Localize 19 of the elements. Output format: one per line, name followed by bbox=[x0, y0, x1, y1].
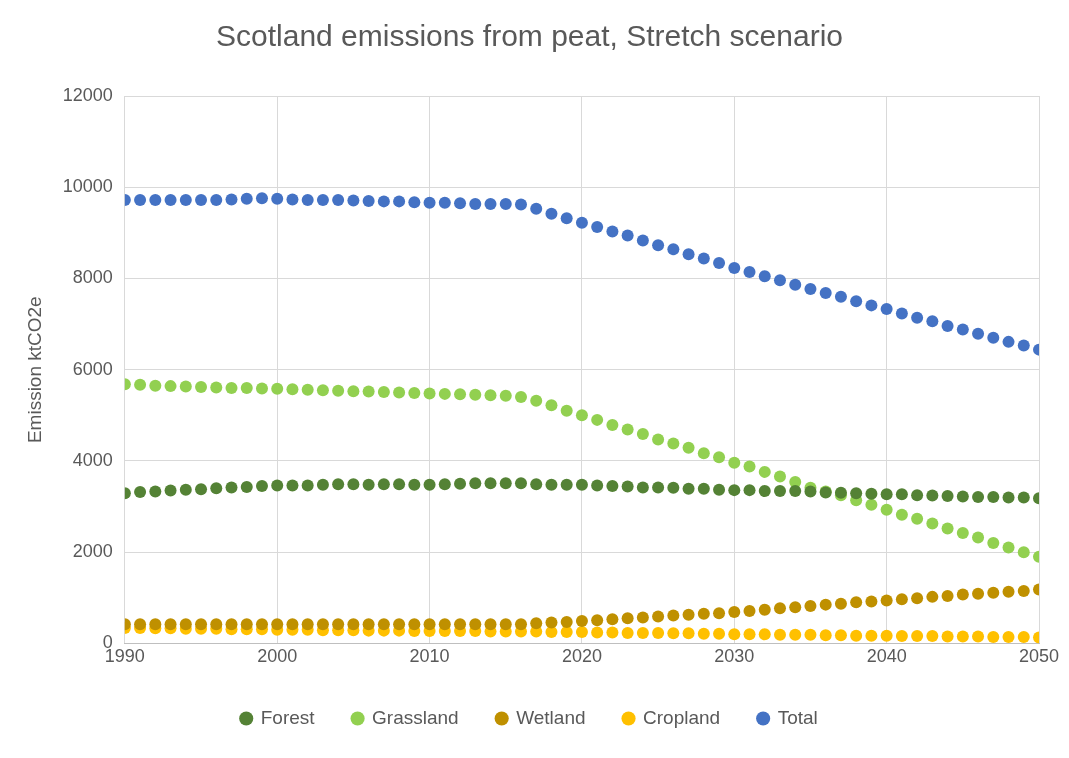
x-tick-label: 2050 bbox=[1018, 646, 1060, 667]
x-tick-label: 2020 bbox=[561, 646, 602, 667]
y-tick-label: 2000 bbox=[72, 541, 113, 562]
y-tick-label: 6000 bbox=[72, 358, 113, 379]
legend-label: Grassland bbox=[372, 706, 459, 728]
legend-label: Wetland bbox=[516, 706, 586, 728]
y-tick-label: 10000 bbox=[62, 176, 113, 197]
x-tick-label: 2000 bbox=[257, 646, 298, 667]
legend-label: Total bbox=[777, 706, 818, 728]
y-tick-label: 8000 bbox=[72, 267, 113, 288]
y-axis-title: Emission ktCO2e bbox=[23, 296, 45, 444]
x-tick-label: 2040 bbox=[866, 646, 907, 667]
x-tick-label: 2010 bbox=[409, 646, 450, 667]
y-tick-label: 12000 bbox=[62, 84, 113, 105]
y-tick-label: 4000 bbox=[72, 449, 113, 470]
chart-title: Scotland emissions from peat, Stretch scenario bbox=[216, 19, 843, 53]
x-tick-label: 2030 bbox=[714, 646, 755, 667]
legend-label: Forest bbox=[260, 706, 316, 728]
legend-label: Cropland bbox=[643, 706, 721, 728]
